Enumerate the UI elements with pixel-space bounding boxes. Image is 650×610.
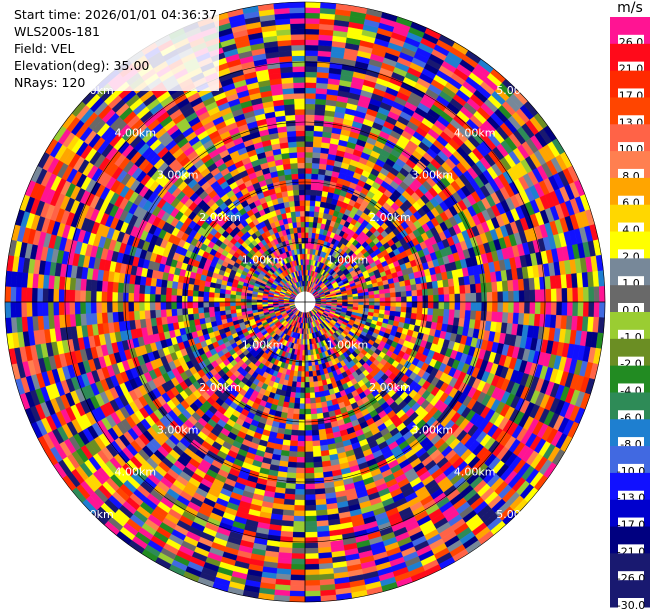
- range-ring-labels: 1.00km 1.00km 1.00km 1.00km 2.00km 2.00km 2.00…: [72, 84, 538, 521]
- range-ring-label: 1.00km: [242, 338, 284, 351]
- range-ring-label: 4.00km: [115, 126, 157, 139]
- elevation-text: Elevation(deg): 35.00: [14, 58, 150, 73]
- range-ring-label: 5.00km: [496, 508, 538, 521]
- range-ring-label: 4.00km: [454, 126, 496, 139]
- colorbar-band: 6.0: [610, 177, 650, 210]
- colorbar-band: -30.0: [610, 580, 650, 610]
- range-ring-label: 1.00km: [327, 338, 369, 351]
- range-ring-label: 5.00km: [496, 84, 538, 97]
- range-ring-label: 2.00km: [369, 211, 411, 224]
- ppi-scan-display: 1.00km 1.00km 1.00km 1.00km 2.00km 2.00km 2.00…: [4, 1, 606, 603]
- colorbar-band: 26.0: [610, 17, 650, 49]
- range-ring-label: 4.00km: [454, 466, 496, 479]
- range-ring-label: 3.00km: [412, 169, 454, 182]
- colorbar-band: 1.0: [610, 258, 650, 291]
- range-ring-label: 3.00km: [157, 169, 199, 182]
- colorbar-unit-label: m/s: [617, 0, 643, 16]
- range-ring-label: 3.00km: [157, 423, 199, 436]
- colorbar-tick-label: -30.0: [617, 599, 645, 610]
- range-ring-label: 1.00km: [327, 254, 369, 267]
- nrays-text: NRays: 120: [14, 75, 86, 90]
- range-ring-label: 2.00km: [199, 211, 241, 224]
- range-ring-label: 3.00km: [412, 423, 454, 436]
- range-ring-label: 5.00km: [72, 508, 114, 521]
- scan-info-panel: Start time: 2026/01/01 04:36:37 WLS200s-…: [12, 6, 220, 91]
- range-ring-label: 1.00km: [242, 254, 284, 267]
- range-ring-label: 2.00km: [199, 381, 241, 394]
- start-time-text: Start time: 2026/01/01 04:36:37: [14, 7, 218, 22]
- field-text: Field: VEL: [14, 41, 75, 56]
- velocity-colorbar: 26.021.017.013.010.08.06.04.02.01.00.0-1…: [610, 17, 650, 610]
- range-ring-label: 2.00km: [369, 381, 411, 394]
- range-rings: [4, 1, 606, 603]
- colorbar-band: -13.0: [610, 472, 650, 505]
- range-ring-label: 4.00km: [115, 466, 157, 479]
- instrument-text: WLS200s-181: [14, 24, 100, 39]
